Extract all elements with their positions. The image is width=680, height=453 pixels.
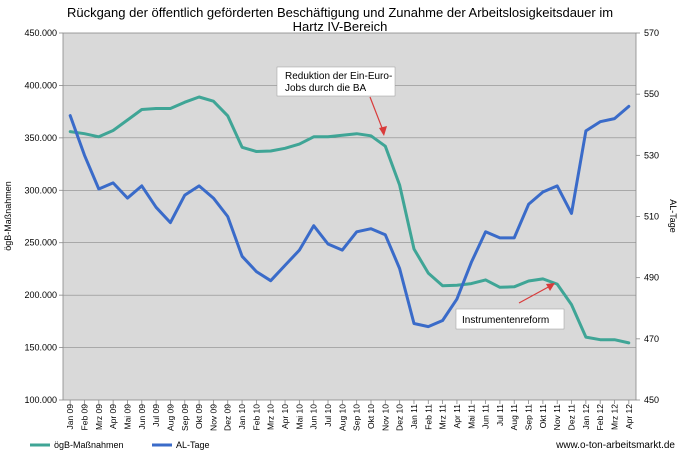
- x-tick-label: Jun 11: [481, 404, 491, 429]
- y2-axis-title: AL-Tage: [668, 199, 678, 233]
- y-tick-label: 200.000: [24, 290, 57, 300]
- x-tick-label: Mai 09: [122, 404, 132, 430]
- x-tick-label: Dez 09: [223, 404, 233, 431]
- x-tick-label: Nov 10: [380, 404, 390, 431]
- annotation-ein-euro: Reduktion der Ein-Euro- Jobs durch die B…: [276, 66, 396, 136]
- annotation-line: Instrumentenreform: [462, 315, 549, 326]
- series-lines: [68, 95, 631, 345]
- y-tick-label: 450.000: [24, 28, 57, 38]
- x-tick-label: Apr 10: [280, 404, 290, 429]
- y-tick-label: 150.000: [24, 343, 57, 353]
- x-tick-label: Sep 10: [352, 404, 362, 431]
- chart-title: Rückgang der öffentlich geförderten Besc…: [67, 5, 613, 20]
- y-axis-title: ögB-Maßnahmen: [3, 181, 13, 251]
- x-tick-label: Jan 10: [237, 404, 247, 430]
- x-tick-label: Feb 11: [423, 404, 433, 430]
- legend: ögB-Maßnahmen AL-Tage: [30, 440, 210, 450]
- x-tick-label: Mrz 10: [266, 404, 276, 430]
- series-line-oegb-massnahmen: [68, 95, 631, 345]
- annotation-line: Jobs durch die BA: [285, 83, 366, 94]
- y2-tick-label: 530: [644, 150, 659, 160]
- x-tick-label: Okt 10: [366, 404, 376, 429]
- x-tick-label: Nov 09: [208, 404, 218, 431]
- x-tick-label: Mrz 09: [94, 404, 104, 430]
- annotation-line: Reduktion der Ein-Euro-: [285, 71, 392, 82]
- x-tick-label: Aug 10: [337, 404, 347, 431]
- x-tick-label: Apr 09: [108, 404, 118, 429]
- x-tick-label: Jun 10: [309, 404, 319, 430]
- x-tick-label: Jun 09: [137, 404, 147, 430]
- y-tick-label: 350.000: [24, 133, 57, 143]
- arrow-head: [546, 283, 555, 291]
- annotation-instrumentenreform: Instrumentenreform: [455, 283, 565, 330]
- x-tick-label: Dez 11: [567, 404, 577, 431]
- x-tick-label: Aug 11: [509, 404, 519, 431]
- y-tick-label: 100.000: [24, 395, 57, 405]
- y2-tick-label: 550: [644, 89, 659, 99]
- annotation-arrow: [369, 96, 385, 134]
- source-url: www.o-ton-arbeitsmarkt.de: [555, 440, 675, 451]
- left-axis: 100.000 150.000 200.000 250.000 300.000 350.0…: [24, 28, 63, 405]
- y2-tick-label: 450: [644, 395, 659, 405]
- y2-tick-label: 510: [644, 212, 659, 222]
- x-tick-label: Nov 11: [552, 404, 562, 431]
- y2-tick-label: 490: [644, 273, 659, 283]
- x-tick-label: Jan 11: [409, 404, 419, 429]
- x-tick-label: Mrz 11: [438, 404, 448, 430]
- y-tick-label: 400.000: [24, 80, 57, 90]
- arrow-head: [379, 126, 387, 136]
- x-tick-label: Apr 11: [452, 404, 462, 429]
- x-tick-label: Sep 11: [524, 404, 534, 431]
- x-tick-label: Jul 09: [151, 404, 161, 427]
- x-tick-label: Okt 09: [194, 404, 204, 429]
- x-tick-label: Mai 11: [466, 404, 476, 429]
- x-tick-label: Jan 09: [65, 404, 75, 430]
- legend-label: AL-Tage: [176, 440, 210, 450]
- x-tick-label: Aug 09: [165, 404, 175, 431]
- x-tick-label: Dez 10: [395, 404, 405, 431]
- x-tick-label: Sep 09: [180, 404, 190, 431]
- x-tick-label: Feb 12: [595, 404, 605, 431]
- annotation-arrow: [518, 284, 553, 304]
- x-tick-label: Feb 10: [251, 404, 261, 431]
- annotation-box: [455, 308, 565, 330]
- x-tick-label: Okt 11: [538, 404, 548, 429]
- legend-label: ögB-Maßnahmen: [54, 440, 124, 450]
- series-line-al-tage: [68, 104, 631, 329]
- x-tick-label: Mrz 12: [610, 404, 620, 430]
- annotation-box: [276, 66, 396, 97]
- y-tick-label: 250.000: [24, 238, 57, 248]
- x-tick-label: Jul 11: [495, 404, 505, 426]
- right-axis: 450 470 490 510 530 550 570: [636, 28, 659, 405]
- chart-title-line2: Hartz IV-Bereich: [293, 19, 388, 34]
- y2-tick-label: 570: [644, 28, 659, 38]
- y2-tick-label: 470: [644, 334, 659, 344]
- x-tick-label: Jul 10: [323, 404, 333, 427]
- x-tick-label: Apr 12: [624, 404, 634, 429]
- x-tick-label: Feb 09: [79, 404, 89, 431]
- y-tick-label: 300.000: [24, 185, 57, 195]
- x-tick-label: Mai 10: [294, 404, 304, 430]
- x-tick-label: Jan 12: [581, 404, 591, 430]
- x-axis: Jan 09 Feb 09 Mrz 09 Apr 09 Mai 09 Jun 09 Jul …: [65, 400, 634, 431]
